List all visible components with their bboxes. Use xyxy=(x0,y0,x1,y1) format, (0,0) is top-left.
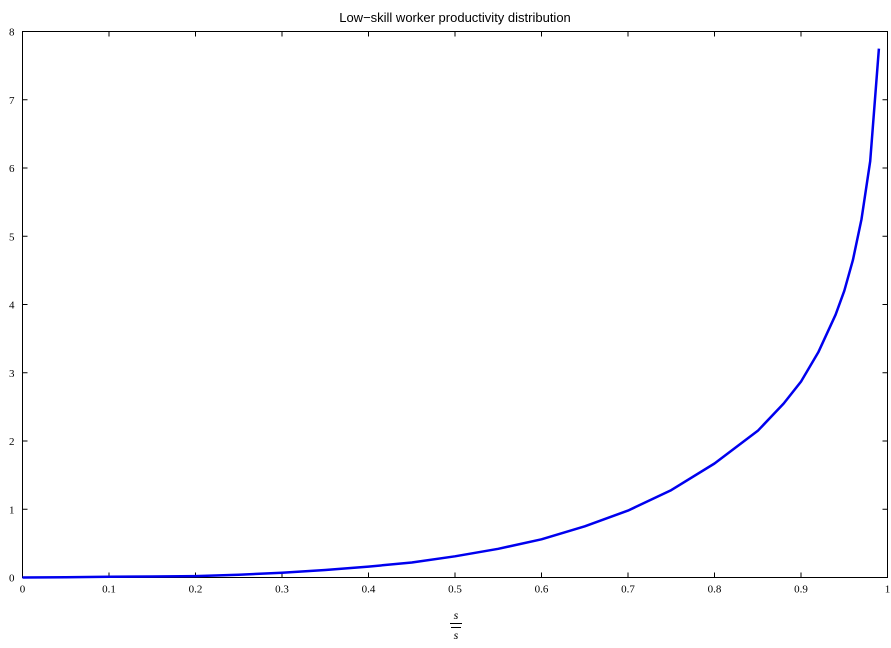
x-tick-label: 0.6 xyxy=(535,584,549,596)
x-tick-label: 0.5 xyxy=(448,584,462,596)
x-tick-label: 0.4 xyxy=(362,584,376,596)
x-tick-label: 0.9 xyxy=(794,584,808,596)
x-tick-label: 1 xyxy=(885,584,891,596)
x-tick-label: 0 xyxy=(20,584,26,596)
y-tick-label: 1 xyxy=(9,504,15,516)
x-tick-label: 0.7 xyxy=(621,584,635,596)
x-axis-label-numerator: s xyxy=(454,608,459,622)
x-axis: 0 0.1 0.2 0.3 0.4 0.5 0.6 0.7 0.8 0.9 1 xyxy=(20,31,891,596)
y-tick-label: 2 xyxy=(9,436,15,448)
y-tick-label: 3 xyxy=(9,368,15,380)
y-tick-label: 5 xyxy=(9,231,15,243)
x-tick-label: 0.1 xyxy=(102,584,116,596)
series-group xyxy=(22,48,881,579)
y-tick-label: 8 xyxy=(9,27,15,39)
x-tick-label: 0.2 xyxy=(189,584,203,596)
x-axis-label: s s xyxy=(450,608,462,642)
x-tick-label: 0.3 xyxy=(275,584,289,596)
y-tick-label: 7 xyxy=(9,95,15,107)
x-axis-label-denominator: s xyxy=(454,628,459,642)
x-tick-label: 0.8 xyxy=(708,584,722,596)
plot-frame xyxy=(22,31,888,578)
y-tick-label: 4 xyxy=(9,300,15,312)
y-axis: 0 1 2 3 4 5 6 7 8 xyxy=(9,27,888,585)
chart-title: Low−skill worker productivity distributi… xyxy=(339,10,571,25)
y-tick-label: 0 xyxy=(9,573,15,585)
series-line xyxy=(22,48,881,579)
y-tick-label: 6 xyxy=(9,163,15,175)
